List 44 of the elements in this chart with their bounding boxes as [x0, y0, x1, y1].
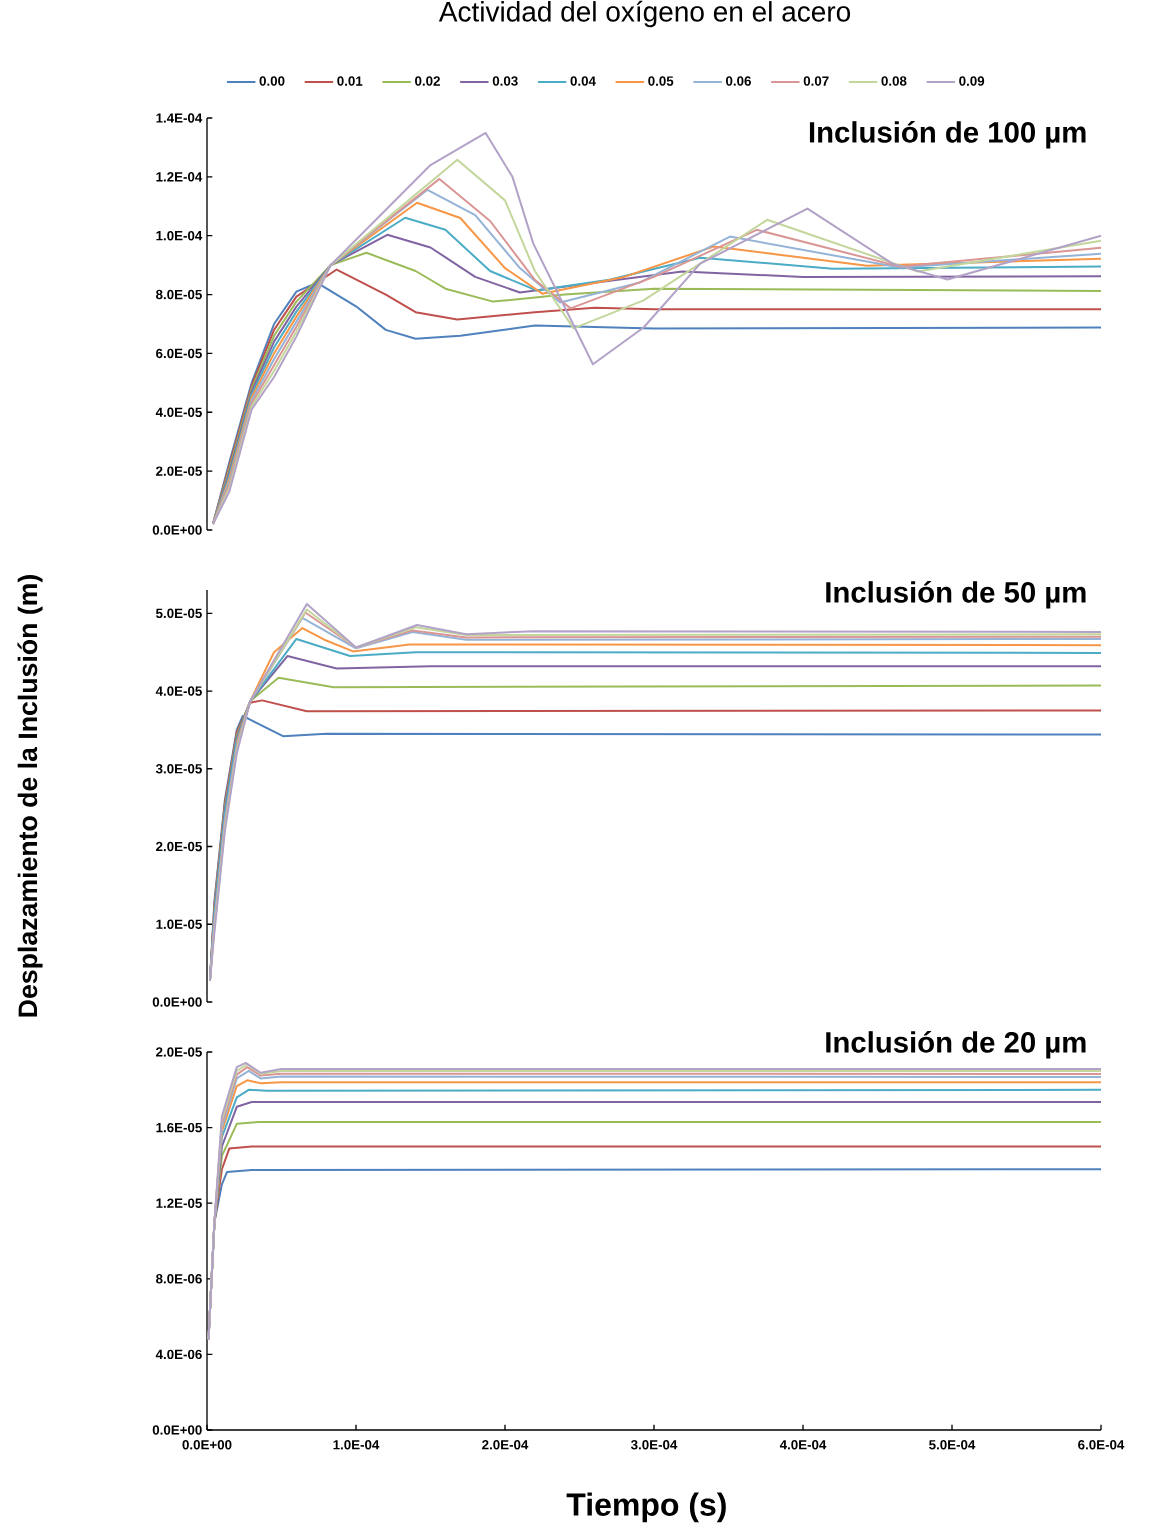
legend-label: 0.02 — [415, 76, 440, 86]
annotation: Inclusión de 20 µm — [826, 1030, 1086, 1059]
y-tick-label: 8.0E-06 — [156, 1274, 202, 1284]
legend-label: 0.01 — [337, 76, 363, 86]
legend-label: 0.04 — [570, 76, 596, 86]
x-tick-label: 0.0E+00 — [182, 1440, 232, 1450]
y-tick-label: 1.2E-04 — [156, 172, 203, 182]
y-tick-label: 0.0E+00 — [152, 997, 202, 1007]
annotation: Inclusión de 50 µm — [826, 580, 1086, 609]
y-tick-label: 4.0E-06 — [155, 1349, 202, 1360]
y-tick-label: 4.0E-05 — [155, 686, 202, 696]
legend-label: 0.03 — [492, 76, 518, 86]
x-tick-label: 2.0E-04 — [482, 1440, 529, 1450]
legend-label: 0.09 — [959, 76, 985, 86]
y-tick-label: 8.0E-05 — [156, 289, 202, 300]
y-tick-label: 4.0E-05 — [155, 407, 202, 417]
y-tick-label: 2.0E-05 — [156, 841, 202, 852]
y-tick-label: 1.0E-05 — [156, 919, 202, 929]
y-tick-label: 1.2E-05 — [156, 1198, 202, 1208]
legend-label: 0.08 — [881, 76, 907, 86]
y-tick-label: 2.0E-05 — [156, 466, 202, 476]
y-tick-label: 1.4E-04 — [156, 113, 203, 123]
legend-label: 0.06 — [726, 76, 751, 86]
x-tick-label: 6.0E-04 — [1078, 1440, 1125, 1450]
y-tick-label: 1.6E-05 — [156, 1122, 202, 1133]
y-tick-label: 0.0E+00 — [152, 1425, 202, 1435]
y-tick-label: 3.0E-05 — [155, 764, 202, 774]
y-tick-label: 5.0E-05 — [156, 608, 202, 619]
y-tick-label: 2.0E-05 — [156, 1047, 202, 1057]
legend-label: 0.07 — [803, 76, 829, 86]
x-tick-label: 4.0E-04 — [779, 1440, 827, 1450]
x-tick-label: 3.0E-04 — [630, 1440, 678, 1450]
chart-title: Actividad del oxígeno en el acero — [438, 0, 851, 28]
y-tick-label: 1.0E-04 — [156, 230, 203, 241]
y-tick-label: 6.0E-05 — [156, 348, 202, 359]
annotation: Inclusión de 100 µm — [809, 120, 1086, 149]
line-series — [235, 627, 1102, 745]
y-axis-title: Desplazamiento de la Inclusión (m) — [17, 575, 43, 1017]
y-tick-label: 0.0E+00 — [152, 525, 202, 535]
x-axis-title: Tiempo (s) — [566, 1492, 726, 1523]
legend-label: 0.05 — [648, 76, 674, 86]
legend-label: 0.00 — [259, 76, 285, 86]
x-tick-label: 5.0E-04 — [929, 1440, 976, 1450]
x-tick-label: 1.0E-04 — [333, 1440, 380, 1450]
